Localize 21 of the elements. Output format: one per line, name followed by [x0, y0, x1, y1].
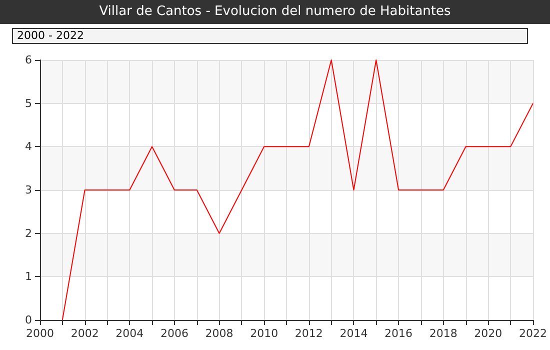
x-tick-label: 2006 — [160, 327, 188, 340]
y-tick-label: 1 — [25, 270, 32, 284]
x-tick-label: 2016 — [384, 327, 413, 340]
x-tick-label: 2000 — [26, 327, 54, 340]
x-tick-label: 2022 — [519, 327, 548, 340]
x-tick-label: 2002 — [70, 327, 99, 340]
x-tick-label: 2012 — [294, 327, 323, 340]
y-tick-label: 6 — [25, 54, 32, 66]
x-tick-label: 2018 — [429, 327, 458, 340]
x-tick-label: 2010 — [250, 327, 278, 340]
x-tick-label: 2004 — [116, 327, 144, 340]
chart-title: Villar de Cantos - Evolucion del numero de Habitantes — [0, 0, 550, 24]
x-tick-label: 2008 — [205, 327, 234, 340]
y-tick-label: 0 — [25, 314, 32, 326]
x-tick-label: 2020 — [474, 327, 502, 340]
y-tick-label: 3 — [25, 184, 32, 196]
y-tick-label: 4 — [25, 140, 32, 154]
x-tick-label: 2014 — [340, 327, 368, 340]
text: 2000 - 2022 — [12, 28, 528, 44]
y-tick-label: 5 — [25, 96, 32, 110]
y-tick-label: 2 — [25, 226, 32, 240]
